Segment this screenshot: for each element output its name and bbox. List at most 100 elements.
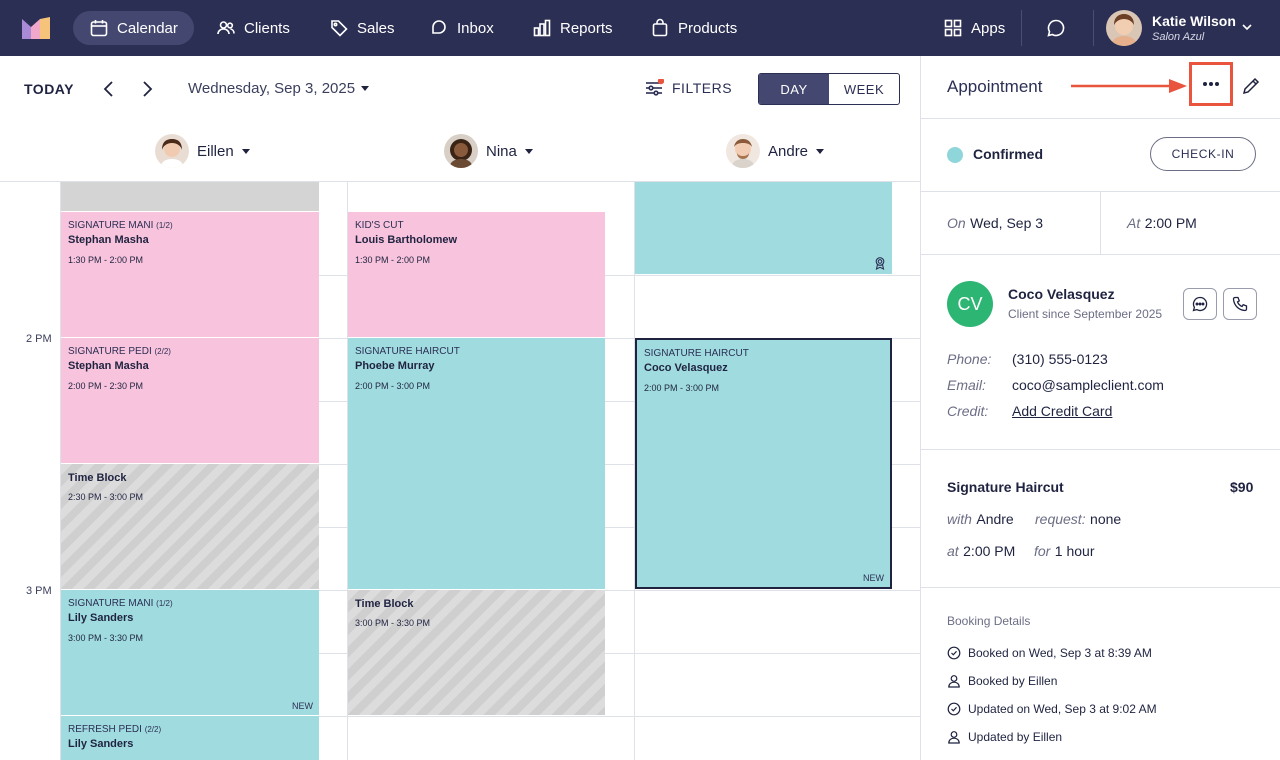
- tag-icon: [331, 20, 348, 37]
- user-salon: Salon Azul: [1152, 31, 1205, 43]
- email-value[interactable]: coco@sampleclient.com: [1012, 377, 1164, 393]
- brand-logo-icon[interactable]: [22, 17, 50, 39]
- nav-clients-label: Clients: [244, 19, 290, 37]
- nav-clients[interactable]: Clients: [200, 11, 306, 45]
- for-value: 1 hour: [1054, 543, 1095, 559]
- staff-name: Eillen: [197, 142, 234, 160]
- user-avatar[interactable]: [1106, 10, 1142, 46]
- bar-chart-icon: [533, 19, 551, 37]
- grid-column-line: [347, 181, 348, 760]
- grid-row-line: [60, 716, 920, 717]
- view-day-button[interactable]: DAY: [759, 74, 829, 104]
- appointment-panel: Appointment Confirmed CHECK-IN On Wed, S…: [920, 56, 1280, 760]
- date-selector[interactable]: Wednesday, Sep 3, 2025: [188, 80, 370, 97]
- caret-down-icon: [524, 148, 533, 154]
- pencil-icon[interactable]: [1241, 76, 1261, 96]
- chevron-right-icon[interactable]: [137, 79, 157, 99]
- appointment-card[interactable]: REFRESH PEDI (2/2) Lily Sanders: [61, 716, 319, 760]
- appointment-service: SIGNATURE PEDI: [68, 346, 152, 357]
- service-name[interactable]: Signature Haircut: [947, 479, 1064, 495]
- appointment-card[interactable]: SIGNATURE HAIRCUT Phoebe Murray 2:00 PM …: [348, 338, 605, 589]
- grid-top-border: [0, 181, 920, 182]
- view-toggle: DAY WEEK: [758, 73, 900, 105]
- booking-detail-row: Updated on Wed, Sep 3 at 9:02 AM: [947, 702, 1157, 716]
- today-button[interactable]: TODAY: [24, 81, 74, 97]
- panel-divider: [921, 254, 1280, 255]
- nav-messages[interactable]: [1030, 11, 1082, 45]
- booking-detail-text: Booked by Eillen: [968, 674, 1058, 688]
- annotation-arrow: [1071, 79, 1187, 93]
- svc-at-value: 2:00 PM: [963, 543, 1016, 559]
- request-value: none: [1090, 511, 1122, 527]
- chevron-down-icon[interactable]: [1240, 20, 1254, 34]
- nav-products-label: Products: [678, 19, 738, 37]
- nav-inbox[interactable]: Inbox: [413, 11, 510, 45]
- time-block-card[interactable]: Time Block 2:30 PM - 3:00 PM: [61, 464, 319, 589]
- nav-calendar[interactable]: Calendar: [73, 11, 194, 45]
- at-label: At: [1127, 215, 1141, 231]
- for-label: for: [1034, 543, 1051, 559]
- view-week-button[interactable]: WEEK: [843, 81, 885, 97]
- appointment-card[interactable]: [635, 182, 892, 274]
- appointment-card[interactable]: SIGNATURE PEDI (2/2) Stephan Masha 2:00 …: [61, 338, 319, 463]
- nav-reports[interactable]: Reports: [516, 11, 629, 45]
- time-block-title: Time Block: [68, 472, 127, 484]
- time-block-time: 2:30 PM - 3:00 PM: [68, 492, 144, 502]
- date-field[interactable]: On Wed, Sep 3: [947, 215, 1043, 233]
- appointment-service: KID'S CUT: [355, 220, 404, 231]
- request-label: request:: [1035, 511, 1086, 527]
- more-horizontal-icon: [1203, 82, 1219, 86]
- message-bubble-icon: [1047, 19, 1065, 37]
- phone-value[interactable]: (310) 555-0123: [1012, 351, 1108, 367]
- service-request: request: none: [1035, 511, 1121, 529]
- appointment-card[interactable]: KID'S CUT Louis Bartholomew 1:30 PM - 2:…: [348, 212, 605, 337]
- add-credit-card-link[interactable]: Add Credit Card: [1012, 403, 1113, 419]
- staff-header-andre[interactable]: Andre: [726, 134, 825, 168]
- appointment-service: SIGNATURE HAIRCUT: [644, 348, 749, 359]
- panel-divider: [921, 587, 1280, 588]
- staff-header-eillen[interactable]: Eillen: [155, 134, 250, 168]
- appointment-part: (2/2): [154, 347, 171, 356]
- chevron-left-icon[interactable]: [99, 79, 119, 99]
- appointment-card[interactable]: SIGNATURE MANI (1/2) Lily Sanders 3:00 P…: [61, 590, 319, 715]
- nav-sales[interactable]: Sales: [313, 11, 411, 45]
- filters-button[interactable]: FILTERS: [644, 79, 732, 97]
- message-bubble-icon: [1192, 296, 1208, 312]
- time-block-card[interactable]: Time Block 3:00 PM - 3:30 PM: [348, 590, 605, 715]
- time-block-time: 3:00 PM - 3:30 PM: [355, 618, 431, 628]
- client-name[interactable]: Coco Velasquez: [1008, 286, 1115, 302]
- email-label: Email:: [947, 377, 986, 393]
- appointment-client: Phoebe Murray: [355, 360, 435, 372]
- nav-calendar-label: Calendar: [117, 19, 178, 37]
- call-client-button[interactable]: [1223, 288, 1257, 320]
- nav-products[interactable]: Products: [634, 11, 753, 45]
- appointment-client: Coco Velasquez: [644, 362, 728, 374]
- appointment-part: (1/2): [156, 599, 173, 608]
- panel-divider: [921, 118, 1280, 119]
- nav-apps[interactable]: Apps: [927, 11, 1021, 45]
- check-in-button[interactable]: CHECK-IN: [1150, 137, 1256, 171]
- clock-icon: [947, 646, 961, 660]
- staff-avatar: [444, 134, 478, 168]
- message-client-button[interactable]: [1183, 288, 1217, 320]
- appointment-part: (1/2): [156, 221, 173, 230]
- client-avatar[interactable]: CV: [947, 281, 993, 327]
- booking-detail-row: Booked on Wed, Sep 3 at 8:39 AM: [947, 646, 1152, 660]
- appointment-time: 2:00 PM - 3:00 PM: [644, 383, 720, 393]
- appointment-card-selected[interactable]: SIGNATURE HAIRCUT Coco Velasquez 2:00 PM…: [635, 338, 892, 589]
- staff-header-nina[interactable]: Nina: [444, 134, 533, 168]
- more-options-button[interactable]: [1189, 62, 1233, 106]
- user-name[interactable]: Katie Wilson: [1152, 13, 1236, 29]
- service-with: with Andre: [947, 511, 1014, 529]
- appointment-card[interactable]: SIGNATURE MANI (1/2) Stephan Masha 1:30 …: [61, 212, 319, 337]
- time-field[interactable]: At 2:00 PM: [1127, 215, 1197, 233]
- appointment-block-gray[interactable]: [61, 182, 319, 211]
- phone-icon: [1232, 296, 1248, 312]
- service-duration: for 1 hour: [1034, 543, 1095, 561]
- on-label: On: [947, 215, 966, 231]
- caret-down-icon: [241, 148, 250, 154]
- appointment-time: 2:00 PM - 3:00 PM: [355, 381, 431, 391]
- award-ribbon-icon: [875, 257, 885, 270]
- time-label-2pm: 2 PM: [26, 333, 52, 345]
- chat-icon: [432, 20, 446, 34]
